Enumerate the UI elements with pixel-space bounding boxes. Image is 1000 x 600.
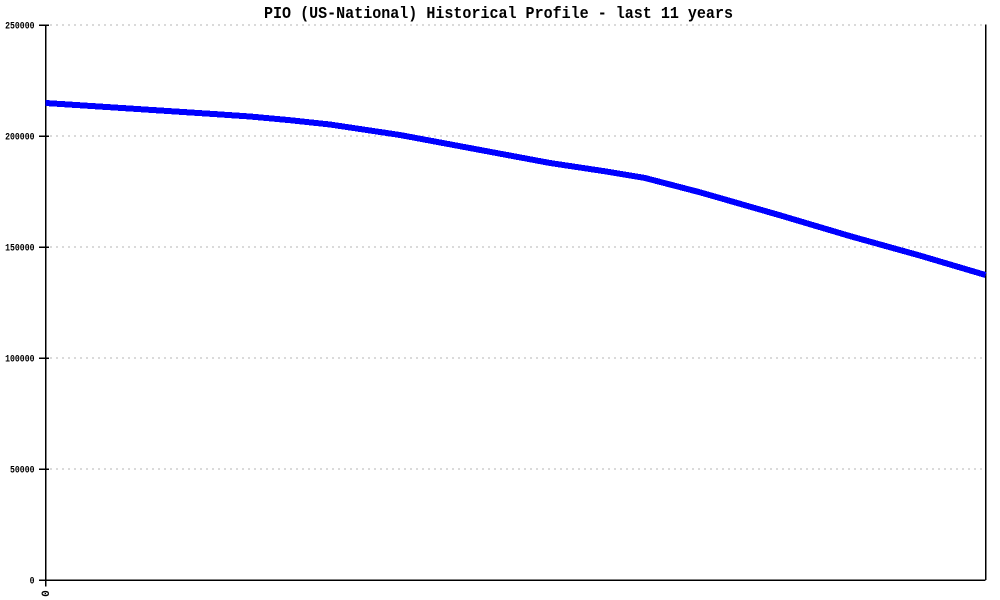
svg-text:0: 0 — [30, 576, 35, 588]
svg-text:PIO (US-National) Historical P: PIO (US-National) Historical Profile - l… — [264, 4, 733, 23]
svg-text:250000: 250000 — [5, 21, 34, 33]
svg-text:0: 0 — [38, 590, 50, 597]
svg-text:50000: 50000 — [10, 465, 35, 477]
svg-text:200000: 200000 — [5, 132, 34, 144]
svg-text:100000: 100000 — [5, 354, 34, 366]
svg-text:150000: 150000 — [5, 243, 34, 255]
